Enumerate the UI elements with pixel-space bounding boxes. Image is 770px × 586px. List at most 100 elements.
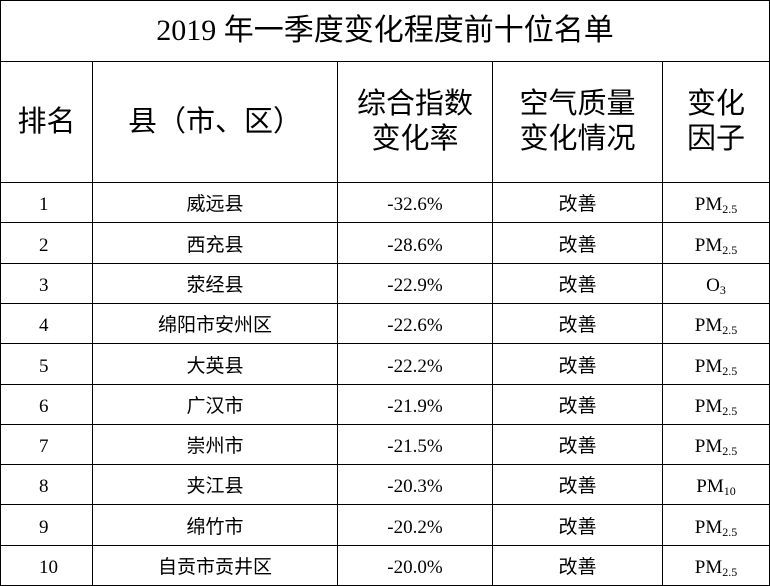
data-cell: O3 <box>663 264 770 304</box>
cell-text: 自贡市贡井区 <box>157 557 272 579</box>
data-cell: -22.6% <box>338 304 493 344</box>
pollutant-name: O <box>706 275 720 297</box>
header-text: 变化情况 <box>519 123 636 155</box>
pollutant: PM2.5 <box>695 194 737 217</box>
cell-text: 7 <box>39 436 49 458</box>
data-cell: 3 <box>0 264 93 304</box>
data-cell: 10 <box>0 546 93 586</box>
header-text: 综合指数 <box>356 88 473 121</box>
data-cell: -20.0% <box>338 546 493 586</box>
pollutant-name: PM <box>694 557 723 579</box>
data-cell: PM2.5 <box>663 183 770 223</box>
pollutant-subscript: 2.5 <box>722 242 738 257</box>
cell-text: 改善 <box>558 315 597 337</box>
data-cell: 改善 <box>493 505 663 546</box>
pollutant-name: PM <box>694 436 723 458</box>
pollutant-subscript: 2.5 <box>722 323 738 338</box>
cell-text: -28.6% <box>387 234 443 256</box>
data-cell: -28.6% <box>338 223 493 264</box>
data-cell: -32.6% <box>338 183 493 223</box>
data-cell: PM2.5 <box>663 425 770 465</box>
cell-text: 改善 <box>558 557 597 579</box>
data-cell: -21.5% <box>338 425 493 465</box>
data-cell: 崇州市 <box>93 425 338 465</box>
cell-text: -20.2% <box>387 516 443 538</box>
pollutant-name: PM <box>694 516 723 538</box>
header-cell: 变化 因子 <box>663 62 770 183</box>
data-cell: -20.3% <box>338 465 493 505</box>
data-cell: 2 <box>0 223 93 264</box>
pollutant: PM10 <box>696 476 735 499</box>
pollutant: PM2.5 <box>695 356 737 379</box>
pollutant-subscript: 2.5 <box>722 444 738 459</box>
header-cell: 综合指数 变化率 <box>338 62 493 183</box>
data-cell: 改善 <box>493 425 663 465</box>
pollutant-subscript: 2.5 <box>722 565 738 580</box>
data-cell: -21.9% <box>338 385 493 425</box>
cell-text: -22.2% <box>387 355 443 377</box>
cell-text: 改善 <box>558 194 597 216</box>
data-cell: PM2.5 <box>663 546 770 586</box>
pollutant: PM2.5 <box>695 235 737 258</box>
data-cell: PM2.5 <box>663 505 770 546</box>
pollutant-name: PM <box>694 315 723 337</box>
cell-text: 崇州市 <box>186 436 244 458</box>
data-cell: PM2.5 <box>663 304 770 344</box>
header-text: 排名 <box>17 105 76 138</box>
cell-text: 8 <box>39 476 49 498</box>
data-cell: 改善 <box>493 344 663 385</box>
pollutant: PM2.5 <box>695 315 737 338</box>
data-cell: 改善 <box>493 304 663 344</box>
pollutant-subscript: 2.5 <box>722 404 738 419</box>
header-cell: 县（市、区） <box>93 62 338 183</box>
header-text: 空气质量 <box>519 88 636 121</box>
data-cell: 改善 <box>493 264 663 304</box>
data-cell: 改善 <box>493 223 663 264</box>
data-cell: 1 <box>0 183 93 223</box>
data-cell: 改善 <box>493 465 663 505</box>
pollutant: O3 <box>706 275 726 298</box>
data-cell: 绵竹市 <box>93 505 338 546</box>
cell-text: 6 <box>39 396 49 418</box>
data-cell: 夹江县 <box>93 465 338 505</box>
cell-text: 荥经县 <box>186 275 244 297</box>
table-title: 2019 年一季度变化程度前十位名单 <box>156 14 614 47</box>
cell-text: -21.9% <box>387 396 443 418</box>
data-cell: 8 <box>0 465 93 505</box>
pollutant: PM2.5 <box>695 396 737 419</box>
cell-text: 1 <box>39 194 49 216</box>
cell-text: 西充县 <box>186 234 244 256</box>
data-cell: PM2.5 <box>663 385 770 425</box>
header-text: 变化 <box>686 88 745 121</box>
cell-text: -20.0% <box>387 557 443 579</box>
cell-text: 3 <box>39 275 49 297</box>
cell-text: 9 <box>39 516 49 538</box>
data-cell: -22.9% <box>338 264 493 304</box>
pollutant-name: PM <box>696 476 724 498</box>
header-text: 因子 <box>686 123 745 155</box>
cell-text: 广汉市 <box>186 396 244 418</box>
header-text: 变化率 <box>371 123 459 155</box>
cell-text: -21.5% <box>387 436 443 458</box>
pollutant-subscript: 2.5 <box>722 363 738 378</box>
cell-text: 威远县 <box>186 194 244 216</box>
header-cell: 空气质量 变化情况 <box>493 62 663 183</box>
data-cell: 9 <box>0 505 93 546</box>
cell-text: 4 <box>39 315 49 337</box>
data-cell: 改善 <box>493 546 663 586</box>
pollutant-subscript: 2.5 <box>722 202 738 217</box>
cell-text: 大英县 <box>186 355 244 377</box>
data-cell: PM2.5 <box>663 344 770 385</box>
data-cell: 广汉市 <box>93 385 338 425</box>
data-cell: 自贡市贡井区 <box>93 546 338 586</box>
pollutant-subscript: 2.5 <box>722 524 738 539</box>
data-cell: 改善 <box>493 385 663 425</box>
pollutant: PM2.5 <box>695 557 737 580</box>
pollutant-subscript: 3 <box>719 283 726 298</box>
data-cell: 6 <box>0 385 93 425</box>
cell-text: -32.6% <box>387 194 443 216</box>
cell-text: 绵阳市安州区 <box>157 315 272 337</box>
data-cell: -20.2% <box>338 505 493 546</box>
cell-text: 夹江县 <box>186 476 244 498</box>
pollutant-name: PM <box>694 355 723 377</box>
